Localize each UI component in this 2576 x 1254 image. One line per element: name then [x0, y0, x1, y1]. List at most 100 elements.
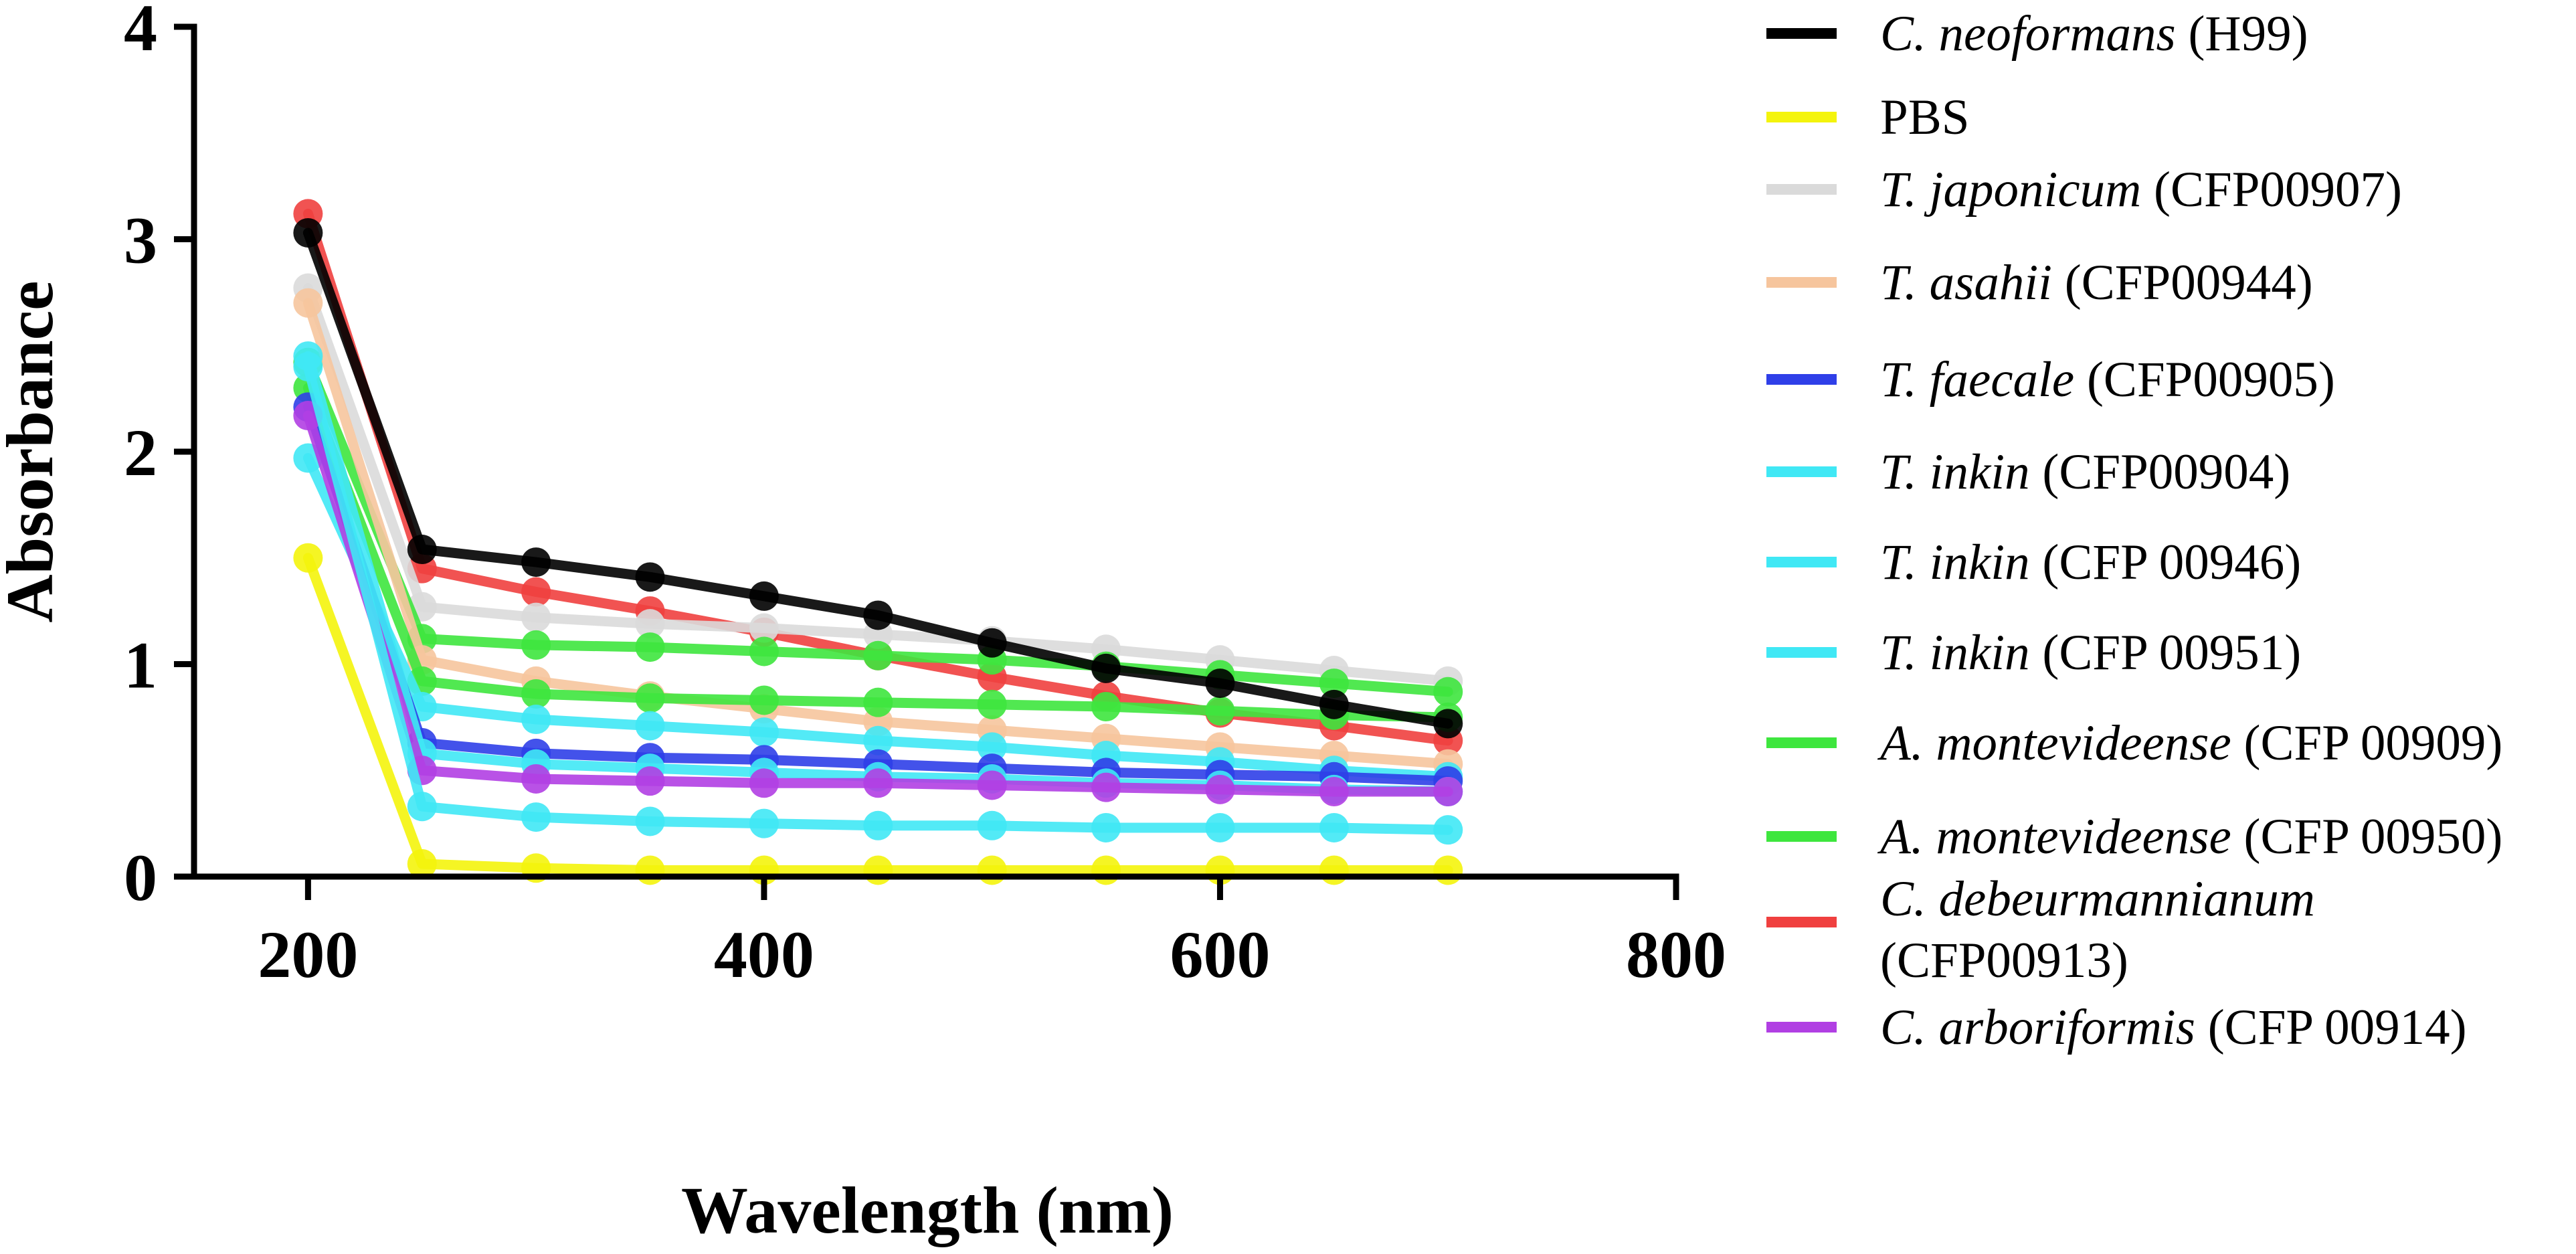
data-point [977, 689, 1007, 719]
legend-label: T. inkin (CFP 00951) [1880, 625, 2301, 681]
y-tick-label: 1 [124, 628, 157, 703]
legend-label: C. neoformans (H99) [1880, 6, 2308, 62]
data-point [521, 679, 551, 709]
data-point [977, 855, 1007, 885]
data-point [635, 609, 665, 639]
data-point [521, 630, 551, 660]
data-point [1319, 855, 1349, 885]
data-point [407, 792, 437, 822]
series-1 [293, 273, 1463, 696]
y-tick-label: 4 [124, 0, 157, 65]
data-point [863, 725, 893, 755]
data-point [749, 636, 779, 666]
legend-label-line2: (CFP00913) [1880, 933, 2128, 988]
data-point [293, 217, 323, 248]
x-axis-title: Wavelength (nm) [681, 1173, 1174, 1247]
x-tick-label: 200 [258, 917, 358, 992]
legend-label: T. inkin (CFP00904) [1880, 444, 2290, 500]
legend-label: C. debeurmannianum [1880, 871, 2315, 927]
legend-item: C. neoformans (H99) [1766, 6, 2308, 62]
data-point [1433, 815, 1463, 845]
data-point [1433, 855, 1463, 885]
data-point [635, 683, 665, 713]
legend-label: T. inkin (CFP 00946) [1880, 535, 2301, 590]
plot-area [293, 199, 1463, 885]
legend-item: T. inkin (CFP 00946) [1766, 535, 2301, 590]
data-point [521, 764, 551, 794]
data-point [1319, 689, 1349, 719]
data-point [407, 535, 437, 565]
data-point [1091, 812, 1121, 842]
legend-item: T. asahii (CFP00944) [1766, 255, 2313, 310]
data-point [293, 288, 323, 318]
data-point [1205, 812, 1235, 842]
data-point [749, 613, 779, 643]
axis-ticks: 0 1 2 3 4 200 400 600 800 [124, 0, 1726, 992]
series-2 [293, 347, 1463, 707]
legend-label: T. faecale (CFP00905) [1880, 352, 2335, 408]
x-tick-label: 400 [714, 917, 814, 992]
data-point [521, 547, 551, 577]
legend-label: T. japonicum (CFP00907) [1880, 162, 2402, 217]
legend-item: PBS [1766, 90, 1969, 145]
legend-item: T. inkin (CFP00904) [1766, 444, 2290, 500]
legend-item: A. montevideense (CFP 00950) [1766, 809, 2502, 865]
data-point [1319, 812, 1349, 842]
y-axis-title: Absorbance [0, 280, 67, 622]
data-point [293, 543, 323, 573]
data-point [635, 562, 665, 592]
legend: C. neoformans (H99) PBS T. japonicum (CFP0… [1766, 6, 2502, 1055]
data-point [635, 806, 665, 836]
x-tick-label: 600 [1170, 917, 1270, 992]
x-tick-label: 800 [1626, 917, 1726, 992]
data-point [1091, 855, 1121, 885]
data-point [863, 640, 893, 670]
data-point [635, 711, 665, 741]
legend-item: T. inkin (CFP 00951) [1766, 625, 2301, 681]
data-point [1091, 692, 1121, 721]
legend-label: PBS [1880, 90, 1969, 145]
data-point [863, 768, 893, 798]
data-point [521, 705, 551, 735]
data-point [749, 768, 779, 798]
data-point [1091, 772, 1121, 802]
data-point [1433, 777, 1463, 806]
y-tick-label: 0 [124, 840, 157, 915]
legend-item: T. faecale (CFP00905) [1766, 352, 2335, 408]
legend-item: A. montevideense (CFP 00909) [1766, 715, 2502, 771]
data-point [635, 855, 665, 885]
data-point [407, 848, 437, 879]
data-point [1205, 774, 1235, 804]
data-point [863, 810, 893, 840]
data-point [977, 732, 1007, 762]
data-point [1433, 709, 1463, 739]
data-point [977, 810, 1007, 840]
data-point [635, 766, 665, 796]
legend-item: C. arboriformis (CFP 00914) [1766, 1000, 2467, 1055]
data-point [749, 581, 779, 611]
data-point [1091, 653, 1121, 683]
data-point [977, 628, 1007, 658]
data-point [1205, 696, 1235, 726]
data-point [1319, 777, 1349, 806]
series-9 [293, 352, 1463, 845]
data-point [749, 685, 779, 715]
data-point [863, 855, 893, 885]
legend-label: T. asahii (CFP00944) [1880, 255, 2313, 310]
series-11 [293, 217, 1463, 739]
data-point [293, 352, 323, 381]
data-point [977, 770, 1007, 800]
data-point [749, 717, 779, 747]
legend-label: A. montevideense (CFP 00950) [1877, 809, 2502, 865]
legend-item: T. japonicum (CFP00907) [1766, 162, 2402, 217]
data-point [635, 632, 665, 662]
data-point [1433, 677, 1463, 707]
data-point [863, 600, 893, 630]
legend-item: C. debeurmannianum (CFP00913) [1766, 871, 2315, 988]
data-point [749, 808, 779, 838]
data-point [521, 802, 551, 832]
data-point [521, 577, 551, 607]
y-tick-label: 3 [124, 203, 157, 278]
legend-label: A. montevideense (CFP 00909) [1877, 715, 2502, 771]
